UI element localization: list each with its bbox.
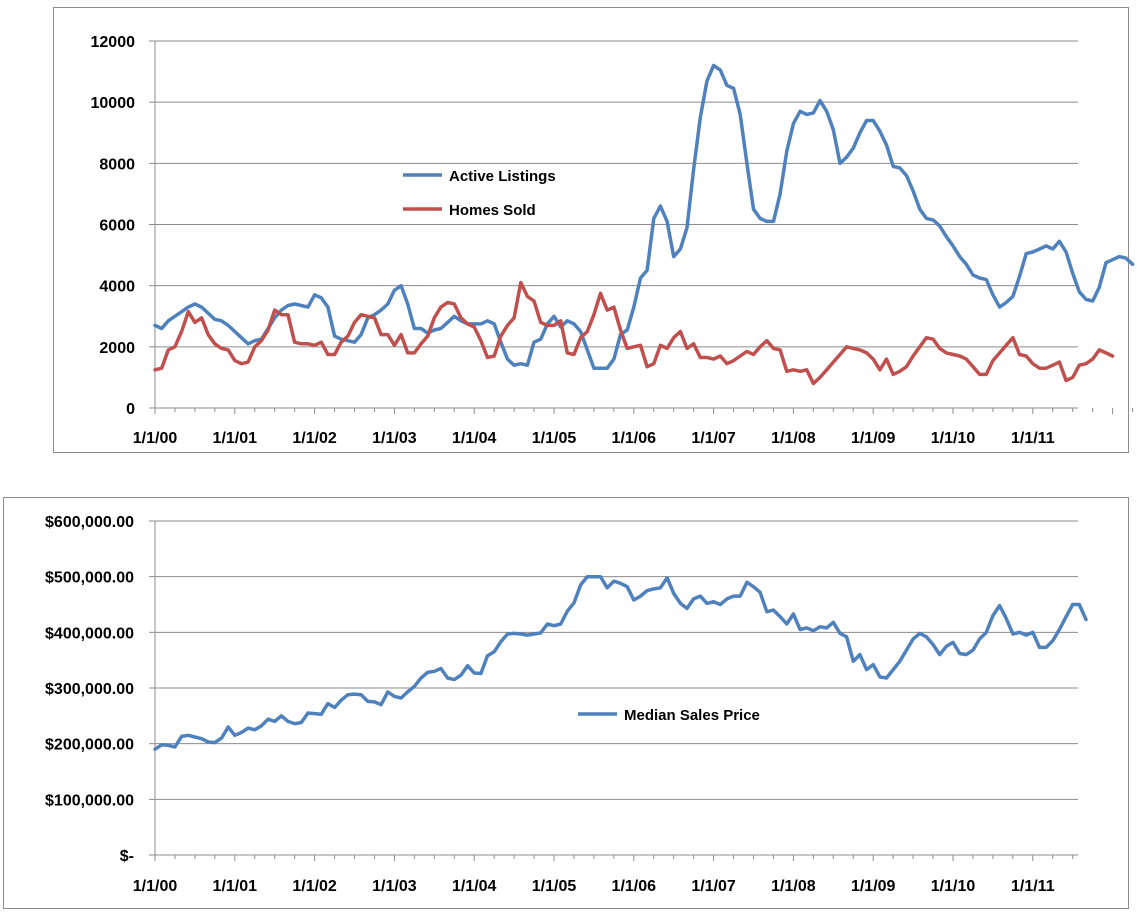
median-price-chart-frame (3, 497, 1129, 909)
x-tick-label: 1/1/10 (931, 430, 976, 447)
y-tick-label: 10000 (91, 95, 136, 112)
y-tick-label: $300,000.00 (45, 681, 134, 698)
y-tick-label: 2000 (99, 340, 135, 357)
x-tick-label: 1/1/04 (452, 878, 497, 895)
x-tick-label: 1/1/06 (612, 430, 657, 447)
y-tick-label: 0 (126, 401, 135, 418)
y-tick-label: $600,000.00 (45, 514, 134, 531)
x-tick-label: 1/1/07 (691, 878, 736, 895)
x-tick-label: 1/1/01 (213, 878, 258, 895)
x-tick-label: 1/1/11 (1011, 878, 1055, 895)
y-tick-label: $- (120, 848, 134, 865)
y-tick-label: 6000 (99, 218, 135, 235)
x-tick-label: 1/1/00 (133, 430, 178, 447)
legend-label: Active Listings (449, 168, 556, 185)
y-tick-label: 8000 (99, 156, 135, 173)
x-tick-label: 1/1/08 (771, 430, 816, 447)
x-tick-label: 1/1/06 (612, 878, 657, 895)
x-tick-label: 1/1/03 (372, 878, 417, 895)
x-tick-label: 1/1/02 (292, 878, 337, 895)
x-tick-label: 1/1/10 (931, 878, 976, 895)
x-tick-label: 1/1/05 (532, 430, 577, 447)
y-tick-label: 12000 (91, 34, 136, 51)
x-tick-label: 1/1/03 (372, 430, 417, 447)
series-line-homes-sold (153, 280, 1115, 386)
legend-label: Median Sales Price (624, 707, 760, 724)
y-tick-label: 4000 (99, 279, 135, 296)
x-tick-label: 1/1/09 (851, 878, 896, 895)
listings-sales-chart-frame (53, 7, 1129, 453)
x-tick-label: 1/1/08 (771, 878, 816, 895)
x-tick-label: 1/1/01 (213, 430, 258, 447)
x-tick-label: 1/1/00 (133, 878, 178, 895)
series-line-median-sales-price (153, 574, 1088, 751)
x-tick-label: 1/1/05 (532, 878, 577, 895)
x-tick-label: 1/1/09 (851, 430, 896, 447)
series-line-active-listings (153, 63, 1135, 370)
x-tick-label: 1/1/04 (452, 430, 497, 447)
legend-label: Homes Sold (449, 202, 536, 219)
y-tick-label: $100,000.00 (45, 792, 134, 809)
x-tick-label: 1/1/07 (691, 430, 736, 447)
y-tick-label: $400,000.00 (45, 625, 134, 642)
x-tick-label: 1/1/11 (1011, 430, 1055, 447)
y-tick-label: $500,000.00 (45, 570, 134, 587)
x-tick-label: 1/1/02 (292, 430, 337, 447)
y-tick-label: $200,000.00 (45, 737, 134, 754)
